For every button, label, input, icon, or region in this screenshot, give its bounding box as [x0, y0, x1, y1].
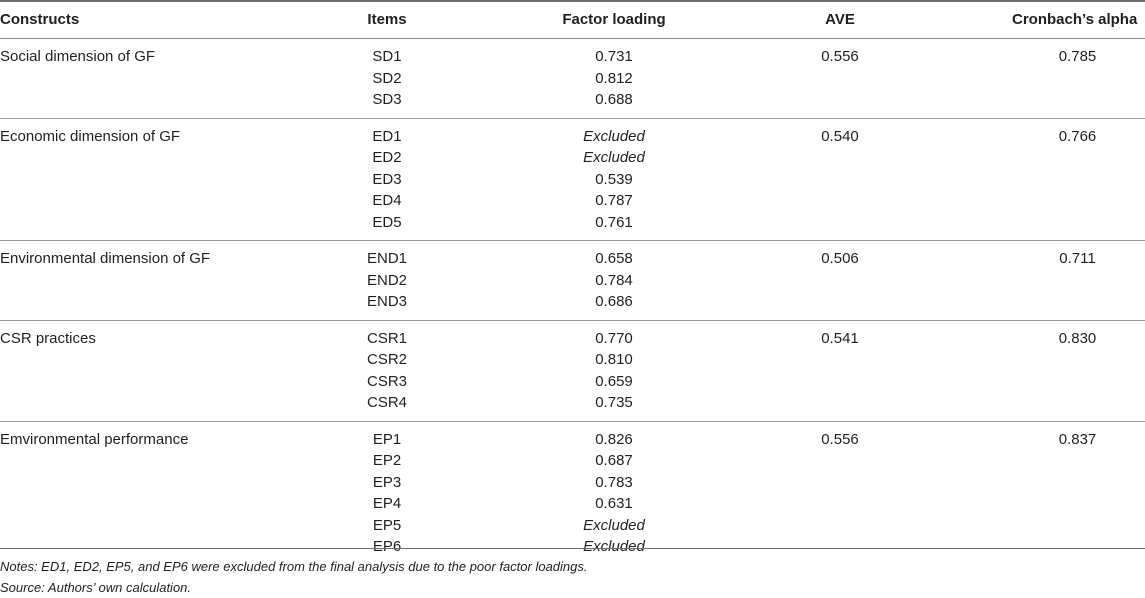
factor-loading-value: 0.539: [595, 170, 633, 188]
factor-loading-value: 0.761: [595, 213, 633, 231]
item-code: CSR2: [366, 351, 407, 368]
factor-loading-value: Excluded: [583, 149, 645, 166]
source-text: Source: Authors’ own calculation.: [0, 580, 192, 595]
item-code: EP1: [372, 430, 402, 448]
table-row-group: Environmental dimension of GF END1 END2 END…: [0, 241, 1145, 320]
factor-loading-value: 0.731: [595, 48, 633, 65]
factor-loading-value: 0.810: [595, 351, 633, 368]
factor-loading-value: 0.688: [595, 91, 633, 108]
item-code: ED5: [372, 213, 402, 231]
item-code: END3: [366, 293, 407, 310]
item-code: SD2: [372, 69, 402, 87]
alpha-cell: 0.785: [1058, 48, 1097, 65]
factor-loading-value: 0.826: [595, 430, 633, 448]
factor-loading-value: 0.812: [595, 69, 633, 87]
factor-loading-cell: Excluded Excluded 0.539 0.787 0.761: [556, 126, 672, 234]
item-code: SD3: [372, 91, 402, 108]
table-row-group: Economic dimension of GF ED1 ED2 ED3 ED4 ED5 E…: [0, 119, 1145, 241]
group-divider: [0, 420, 1145, 422]
factor-loading-value: Excluded: [583, 127, 645, 145]
construct-cell: Social dimension of GF: [0, 48, 156, 65]
factor-loading-value: 0.784: [595, 271, 633, 289]
factor-loading-value: 0.631: [595, 495, 633, 512]
header-alpha: Cronbach’s alpha: [1012, 11, 1138, 28]
factor-loading-cell: 0.770 0.810 0.659 0.735: [556, 328, 672, 414]
header-factor-loading: Factor loading: [562, 11, 666, 28]
factor-loading-value: 0.658: [595, 250, 633, 267]
group-divider: [0, 319, 1145, 321]
item-code: CSR1: [366, 329, 407, 347]
group-divider: [0, 117, 1145, 119]
factor-loading-value: Excluded: [583, 516, 645, 534]
item-code: EP6: [372, 538, 402, 555]
alpha-cell: 0.830: [1058, 329, 1097, 347]
item-code: CSR4: [366, 394, 407, 411]
alpha-cell: 0.766: [1058, 127, 1097, 145]
items-cell: EP1 EP2 EP3 EP4 EP5 EP6: [332, 429, 442, 558]
ave-cell: 0.556: [821, 48, 859, 65]
construct-cell: Emvironmental performance: [0, 430, 189, 448]
header-constructs: Constructs: [0, 11, 80, 28]
factor-loading-value: 0.659: [595, 372, 633, 390]
group-divider: [0, 240, 1145, 241]
items-cell: SD1 SD2 SD3: [332, 46, 442, 111]
construct-cell: Economic dimension of GF: [0, 127, 181, 145]
ave-cell: 0.556: [821, 430, 859, 448]
header-ave: AVE: [825, 11, 855, 28]
item-code: EP5: [372, 516, 402, 534]
factor-loading-cell: 0.731 0.812 0.688: [556, 46, 672, 111]
bottom-rule: [0, 548, 1145, 549]
item-code: ED1: [372, 127, 402, 145]
table-row-group: Emvironmental performance EP1 EP2 EP3 EP4 EP5…: [0, 422, 1145, 565]
factor-loading-value: 0.687: [595, 452, 633, 469]
item-code: SD1: [372, 48, 402, 65]
items-cell: END1 END2 END3: [332, 248, 442, 313]
item-code: CSR3: [366, 372, 407, 390]
factor-loading-cell: 0.658 0.784 0.686: [556, 248, 672, 313]
ave-cell: 0.540: [821, 127, 859, 145]
factor-loading-value: Excluded: [583, 538, 645, 555]
ave-cell: 0.506: [821, 250, 859, 267]
table-row-group: Social dimension of GF SD1 SD2 SD3 0.731 0.81…: [0, 39, 1145, 118]
item-code: EP3: [372, 473, 402, 491]
factor-loading-value: 0.770: [595, 329, 633, 347]
items-cell: CSR1 CSR2 CSR3 CSR4: [332, 328, 442, 414]
item-code: END1: [366, 250, 407, 267]
notes-text: Notes: ED1, ED2, EP5, and EP6 were exclu…: [0, 559, 588, 574]
item-code: ED2: [372, 149, 402, 166]
ave-cell: 0.541: [821, 329, 859, 347]
factor-loading-value: 0.686: [595, 293, 633, 310]
header-items: Items: [367, 11, 407, 28]
table-header: Constructs Items Factor loading AVE Cron…: [0, 2, 1145, 38]
alpha-cell: 0.837: [1058, 430, 1097, 448]
factor-loading-cell: 0.826 0.687 0.783 0.631 Excluded Excluded: [556, 429, 672, 558]
table-footnotes: Notes: ED1, ED2, EP5, and EP6 were exclu…: [0, 556, 588, 598]
items-cell: ED1 ED2 ED3 ED4 ED5: [332, 126, 442, 234]
factor-loading-value: 0.783: [595, 473, 633, 491]
item-code: ED3: [372, 170, 402, 188]
factor-loading-value: 0.735: [595, 394, 633, 411]
header-rule: [0, 38, 1145, 39]
alpha-cell: 0.711: [1059, 250, 1096, 267]
construct-cell: CSR practices: [0, 329, 96, 347]
construct-cell: Environmental dimension of GF: [0, 250, 211, 267]
item-code: EP4: [372, 495, 402, 512]
item-code: END2: [366, 271, 407, 289]
item-code: ED4: [372, 192, 402, 209]
top-rule: [0, 0, 1145, 2]
factor-loading-value: 0.787: [595, 192, 633, 209]
table-row-group: CSR practices CSR1 CSR2 CSR3 CSR4 0.770 0.810 0…: [0, 321, 1145, 421]
item-code: EP2: [372, 452, 402, 469]
